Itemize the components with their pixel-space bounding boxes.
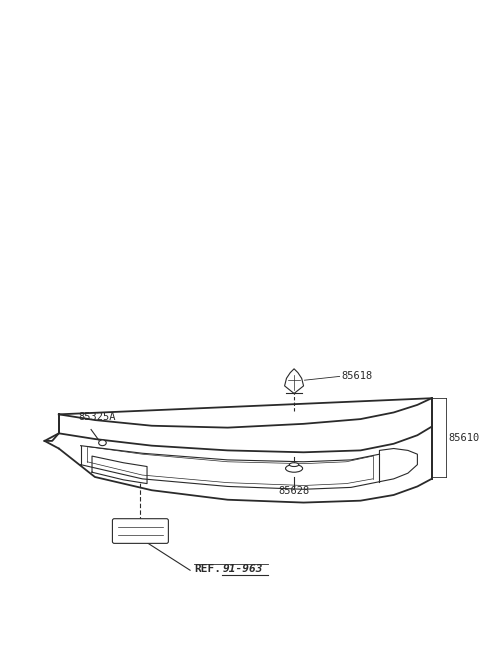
Text: REF.: REF.	[194, 564, 221, 574]
Ellipse shape	[99, 440, 106, 445]
Text: 85325A: 85325A	[78, 413, 116, 422]
Ellipse shape	[289, 463, 299, 466]
Text: 91-963: 91-963	[223, 564, 264, 574]
Ellipse shape	[286, 464, 302, 472]
Polygon shape	[285, 369, 303, 394]
Text: 85618: 85618	[341, 371, 373, 382]
FancyBboxPatch shape	[112, 518, 168, 543]
Text: 85628: 85628	[278, 486, 310, 496]
Text: 85610: 85610	[449, 432, 480, 443]
